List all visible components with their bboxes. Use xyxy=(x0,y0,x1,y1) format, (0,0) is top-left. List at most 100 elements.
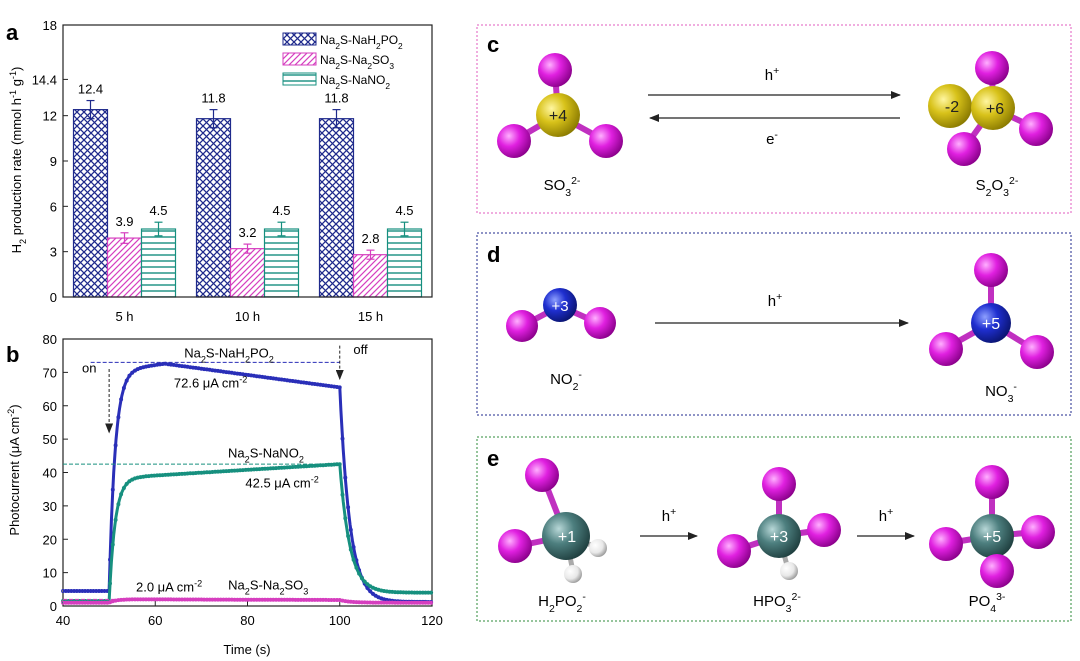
data-point xyxy=(174,363,179,368)
panel-b-letter: b xyxy=(6,342,19,367)
bar xyxy=(352,254,389,298)
x-tick-label: 40 xyxy=(56,613,70,628)
panel-a-y-axis-label: H2 production rate (mmol h-1 g-1) xyxy=(8,67,28,254)
data-point xyxy=(318,597,323,602)
sulfite-formula: SO32- xyxy=(544,175,581,199)
data-point xyxy=(74,589,79,594)
bar-value-label: 4.5 xyxy=(149,203,167,218)
panel-d-frame xyxy=(476,232,1072,416)
x-tick-label: 100 xyxy=(329,613,351,628)
data-point xyxy=(351,557,356,562)
hydrogen-atom xyxy=(564,565,582,583)
nitrite-formula: NO2- xyxy=(550,369,582,393)
data-point xyxy=(334,384,339,389)
data-point xyxy=(224,469,229,474)
series-label: Na2S-NaH2PO2 xyxy=(184,345,274,364)
data-point xyxy=(72,600,77,605)
phosphorus-atom xyxy=(757,514,801,558)
data-point xyxy=(113,443,118,448)
bar xyxy=(140,228,177,298)
oxygen-atom xyxy=(497,124,531,158)
data-point xyxy=(124,378,129,383)
panel-b-y-axis-label: Photocurrent (μA cm-2) xyxy=(6,404,22,535)
oxygen-atom xyxy=(1021,515,1055,549)
bar xyxy=(263,228,300,298)
data-point xyxy=(373,600,378,605)
y-tick-label: 80 xyxy=(43,332,57,347)
data-point xyxy=(326,598,331,603)
phosphite-formula: HPO32- xyxy=(753,591,801,615)
data-point xyxy=(354,600,359,605)
data-point xyxy=(97,600,102,605)
hydrogen-atom xyxy=(589,539,607,557)
data-point xyxy=(346,505,351,510)
light-off-label: off xyxy=(353,342,368,357)
data-point xyxy=(429,600,434,605)
data-point xyxy=(420,590,425,595)
y-tick-label: 18 xyxy=(43,18,57,33)
data-point xyxy=(429,590,434,595)
data-point xyxy=(398,600,403,605)
data-point xyxy=(110,487,115,492)
oxygen-atom xyxy=(1019,112,1053,146)
data-point xyxy=(85,589,90,594)
y-tick-label: 3 xyxy=(50,245,57,260)
data-point xyxy=(191,471,196,476)
data-point xyxy=(296,597,301,602)
thiosulfate-terminal-charge-label: -2 xyxy=(945,99,959,116)
sulfur-atom xyxy=(536,93,580,137)
phosphate-formula: PO43- xyxy=(969,591,1006,615)
legend-label: Na2S-NaH2PO2 xyxy=(320,33,403,51)
data-point xyxy=(243,372,248,377)
light-on-label: on xyxy=(82,360,96,375)
data-point xyxy=(268,375,273,380)
data-point xyxy=(215,469,220,474)
data-point xyxy=(310,597,315,602)
data-point xyxy=(370,591,375,596)
data-point xyxy=(387,589,392,594)
data-point xyxy=(301,464,306,469)
panel-c-letter: c xyxy=(487,32,499,57)
x-tick-label: 120 xyxy=(421,613,443,628)
y-tick-label: 70 xyxy=(43,365,57,380)
oxygen-atom xyxy=(929,527,963,561)
data-point xyxy=(243,467,248,472)
data-point xyxy=(318,463,323,468)
panel-e-frame xyxy=(476,436,1072,622)
data-point xyxy=(417,590,422,595)
y-tick-label: 10 xyxy=(43,566,57,581)
data-point xyxy=(332,598,337,603)
first-oxidation-arrow-label: h+ xyxy=(662,506,676,525)
x-tick-label: 60 xyxy=(148,613,162,628)
data-point xyxy=(285,465,290,470)
data-point xyxy=(124,481,129,486)
oxygen-atom xyxy=(807,513,841,547)
data-point xyxy=(108,581,113,586)
phosphate-molecule: +5 xyxy=(929,465,1055,588)
data-point xyxy=(215,368,220,373)
data-point xyxy=(348,547,353,552)
data-point xyxy=(293,379,298,384)
phosphorus-atom xyxy=(970,514,1014,558)
data-point xyxy=(326,383,331,388)
data-point xyxy=(365,586,370,591)
hydrogen-atom xyxy=(780,562,798,580)
data-point xyxy=(301,597,306,602)
data-point xyxy=(113,517,118,522)
data-point xyxy=(404,590,409,595)
legend-label: Na2S-NaNO2 xyxy=(320,73,390,91)
data-point xyxy=(387,600,392,605)
data-point xyxy=(149,363,154,368)
data-point xyxy=(365,582,370,587)
data-point xyxy=(318,382,323,387)
data-point xyxy=(199,470,204,475)
x-tick-label: 80 xyxy=(240,613,254,628)
sulfur-atom xyxy=(971,86,1015,130)
sulfite-charge-label: +4 xyxy=(549,108,567,125)
data-point xyxy=(337,462,342,467)
bar-value-label: 3.2 xyxy=(238,225,256,240)
bar xyxy=(386,228,423,298)
x-tick-label: 10 h xyxy=(235,309,260,324)
hypophosphite-molecule: +1 xyxy=(498,458,607,583)
data-point xyxy=(116,598,121,603)
